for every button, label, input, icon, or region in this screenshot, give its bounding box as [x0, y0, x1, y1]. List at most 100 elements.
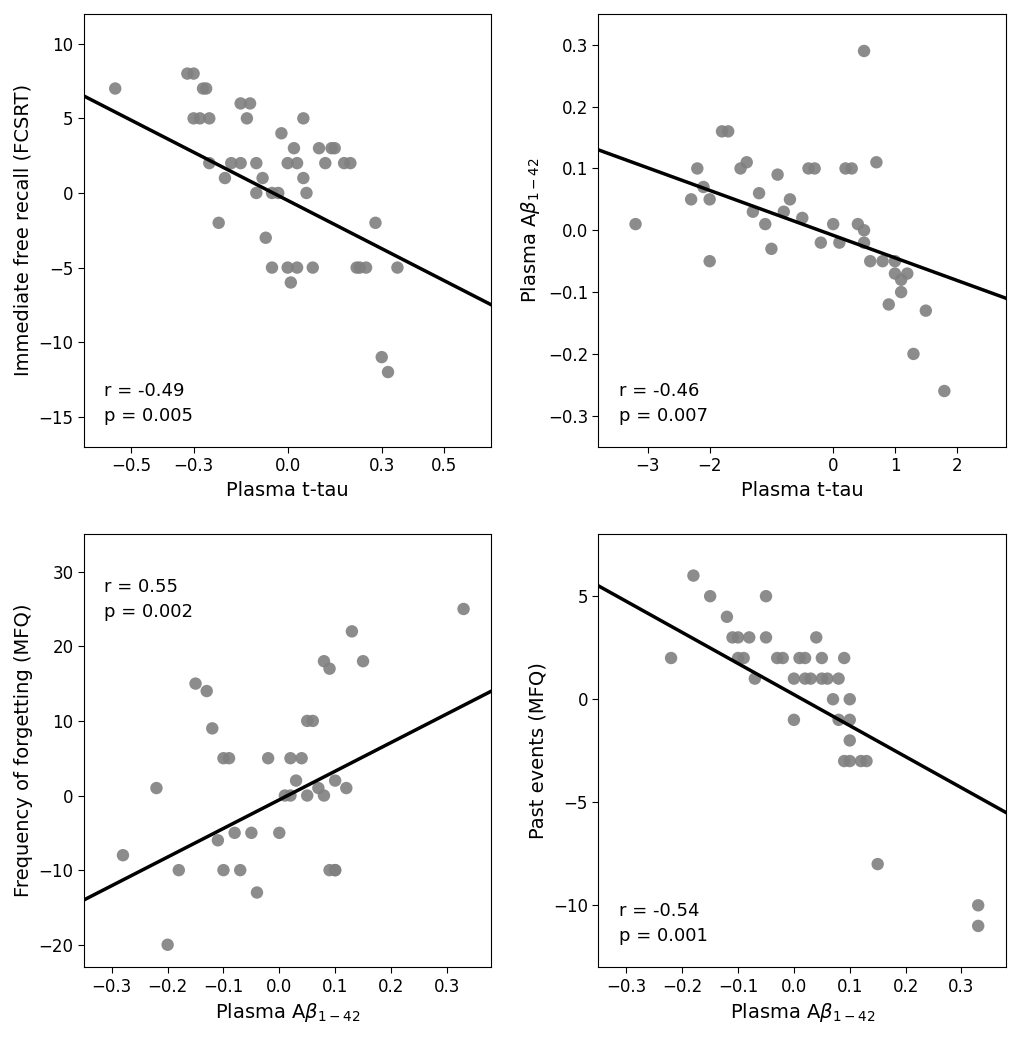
Point [187, 676, 204, 692]
Point [917, 302, 933, 319]
Point [829, 711, 846, 728]
Point [730, 629, 746, 646]
Point [379, 363, 395, 380]
Point [317, 155, 333, 171]
Point [279, 155, 296, 171]
Point [812, 235, 828, 251]
Point [321, 862, 337, 878]
Point [264, 260, 280, 276]
Point [744, 203, 760, 220]
Point [294, 170, 311, 187]
Point [226, 824, 243, 841]
Point [852, 753, 868, 769]
Point [807, 629, 823, 646]
Point [355, 653, 371, 670]
Point [260, 749, 276, 766]
Point [248, 185, 264, 201]
Point [796, 671, 812, 687]
Point [148, 780, 164, 796]
Point [299, 713, 315, 730]
Point [873, 253, 890, 270]
Point [969, 897, 985, 913]
Y-axis label: Immediate free recall (FCSRT): Immediate free recall (FCSRT) [14, 84, 33, 377]
Point [689, 160, 705, 176]
Point [185, 110, 202, 127]
Point [781, 191, 797, 208]
Y-axis label: Frequency of forgetting (MFQ): Frequency of forgetting (MFQ) [14, 604, 33, 898]
Point [841, 691, 857, 708]
Point [198, 80, 214, 97]
Point [294, 110, 311, 127]
Point [723, 629, 740, 646]
Point [248, 155, 264, 171]
Point [829, 671, 846, 687]
Point [905, 346, 921, 362]
Point [305, 713, 321, 730]
Point [342, 155, 359, 171]
Point [773, 650, 790, 666]
Point [796, 650, 812, 666]
Point [756, 216, 772, 233]
Point [454, 601, 471, 618]
Point [741, 629, 757, 646]
Point [215, 749, 231, 766]
Point [836, 753, 852, 769]
Point [298, 185, 314, 201]
Point [310, 780, 326, 796]
Point [843, 160, 859, 176]
Point [730, 650, 746, 666]
Point [899, 266, 915, 282]
Point [232, 862, 249, 878]
Point [800, 160, 816, 176]
Point [264, 185, 280, 201]
Point [841, 732, 857, 748]
Point [179, 65, 196, 82]
Point [746, 671, 762, 687]
Y-axis label: Plasma A$\beta_{1-42}$: Plasma A$\beta_{1-42}$ [519, 158, 542, 303]
Point [327, 772, 343, 789]
Point [886, 266, 902, 282]
Point [323, 140, 339, 157]
X-axis label: Plasma A$\beta_{1-42}$: Plasma A$\beta_{1-42}$ [729, 1001, 874, 1025]
Point [326, 140, 342, 157]
Point [768, 650, 785, 666]
X-axis label: Plasma A$\beta_{1-42}$: Plasma A$\beta_{1-42}$ [215, 1001, 360, 1025]
Point [348, 260, 365, 276]
X-axis label: Plasma t-tau: Plasma t-tau [226, 481, 348, 499]
Point [627, 216, 643, 233]
Point [201, 110, 217, 127]
Point [713, 124, 730, 140]
Point [288, 155, 305, 171]
Point [199, 683, 215, 700]
Point [892, 271, 908, 288]
Point [373, 349, 389, 365]
Point [192, 110, 208, 127]
Point [785, 671, 801, 687]
Y-axis label: Past events (MFQ): Past events (MFQ) [528, 662, 547, 839]
Point [837, 160, 853, 176]
Point [223, 155, 239, 171]
Point [210, 832, 226, 849]
Point [735, 650, 751, 666]
Point [841, 753, 857, 769]
Point [830, 235, 847, 251]
Point [170, 862, 186, 878]
Point [285, 140, 302, 157]
Point [316, 653, 332, 670]
Point [719, 124, 736, 140]
Point [232, 95, 249, 112]
Point [813, 650, 829, 666]
Point [282, 749, 299, 766]
Point [282, 274, 299, 291]
Point [316, 787, 332, 803]
Point [107, 80, 123, 97]
Point [892, 283, 908, 300]
Point [701, 253, 717, 270]
Point [824, 216, 841, 233]
Point [327, 862, 343, 878]
Point [774, 203, 791, 220]
Point [185, 65, 202, 82]
Point [201, 155, 217, 171]
Point [115, 847, 131, 864]
Point [293, 749, 310, 766]
